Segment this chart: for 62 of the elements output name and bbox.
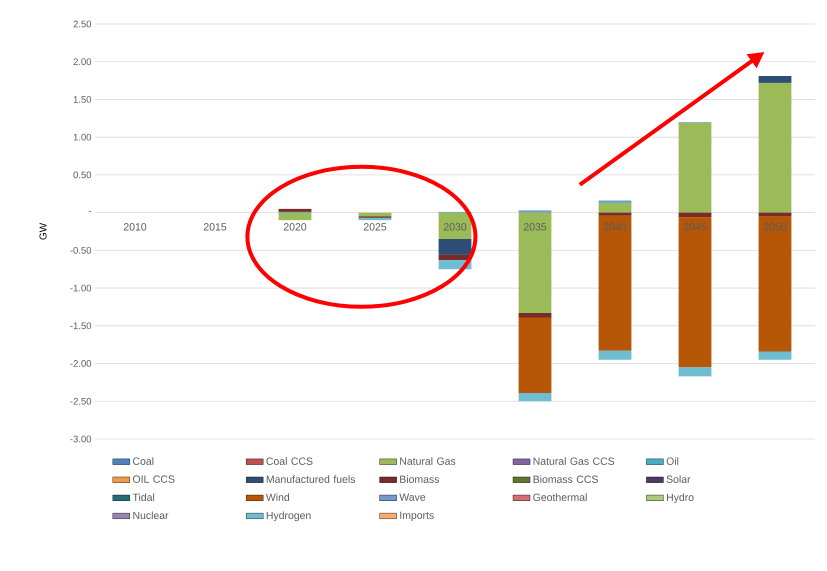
y-tick-label: 2.00 bbox=[74, 58, 92, 66]
y-tick-label: 0.50 bbox=[73, 172, 92, 178]
bar bbox=[678, 122, 712, 213]
y-tick-label: 1.50 bbox=[74, 96, 92, 103]
x-tick-label: 2050 bbox=[764, 223, 786, 231]
y-tick-label: -0.50 bbox=[70, 247, 92, 254]
bar bbox=[438, 239, 472, 255]
x-tick-label: 2025 bbox=[364, 223, 386, 231]
legend-label: Coal CCS bbox=[266, 457, 313, 465]
bar bbox=[278, 212, 312, 220]
y-tick-label: 1.00 bbox=[74, 134, 92, 141]
bar bbox=[758, 212, 792, 216]
legend-label: Coal bbox=[133, 457, 154, 465]
bar bbox=[598, 216, 632, 351]
bar bbox=[758, 82, 792, 213]
y-tick-label: -1.00 bbox=[70, 284, 92, 292]
x-tick-label: 2010 bbox=[124, 223, 146, 231]
legend-label: Manufactured fuels bbox=[266, 475, 356, 483]
bar bbox=[518, 312, 552, 318]
legend-label: Solar bbox=[666, 475, 690, 483]
legend-label: Tidal bbox=[132, 493, 154, 502]
y-tick-label: -1.50 bbox=[70, 322, 92, 330]
y-tick-label: 2.50 bbox=[74, 20, 92, 28]
bar bbox=[598, 202, 632, 213]
legend-label: Wind bbox=[266, 493, 290, 502]
y-tick-label: -2.00 bbox=[70, 360, 92, 367]
bar bbox=[598, 350, 632, 360]
y-axis-title: GW bbox=[39, 222, 47, 240]
x-tick-label: 2020 bbox=[284, 223, 306, 231]
legend-label: Biomass CCS bbox=[534, 475, 598, 483]
y-tick-label: - bbox=[88, 211, 92, 212]
bar bbox=[438, 212, 472, 240]
bar bbox=[518, 318, 552, 393]
bar bbox=[678, 367, 712, 376]
legend-label: Nuclear bbox=[133, 511, 168, 520]
legend-label: Natural Gas CCS bbox=[534, 457, 614, 465]
y-tick-label: -2.50 bbox=[70, 398, 92, 405]
legend-label: Natural Gas bbox=[400, 457, 456, 465]
legend-label: Hydrogen bbox=[266, 511, 311, 522]
x-tick-label: 2045 bbox=[684, 223, 706, 231]
x-tick-label: 2030 bbox=[444, 223, 466, 231]
legend-label: Hydro bbox=[666, 493, 694, 504]
bar bbox=[758, 216, 792, 352]
bar bbox=[758, 76, 792, 83]
legend-label: Imports bbox=[400, 512, 434, 521]
bar bbox=[518, 212, 552, 313]
legend-label: OIL CCS bbox=[133, 475, 174, 483]
bar bbox=[278, 208, 312, 212]
bar bbox=[518, 392, 552, 402]
bar bbox=[678, 212, 712, 218]
x-tick-label: 2035 bbox=[524, 223, 546, 231]
bar bbox=[678, 217, 712, 368]
legend-label: Wave bbox=[399, 494, 426, 501]
bar bbox=[598, 212, 632, 216]
x-tick-label: 2015 bbox=[204, 223, 226, 231]
bar bbox=[358, 212, 392, 216]
legend-label: Geothermal bbox=[533, 493, 587, 502]
legend-label: Oil bbox=[666, 457, 678, 465]
bar bbox=[758, 351, 792, 360]
legend-label: Biomass bbox=[400, 475, 440, 483]
y-tick-label: -3.00 bbox=[70, 436, 92, 442]
x-tick-label: 2040 bbox=[604, 223, 626, 231]
